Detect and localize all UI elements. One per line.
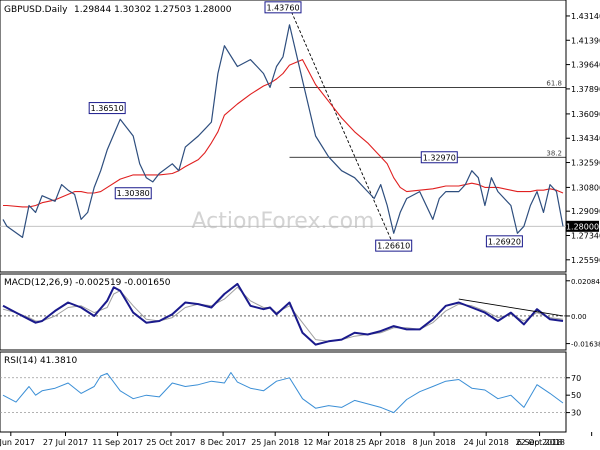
x-tick-label-3: 25 Oct 2017 bbox=[146, 438, 195, 447]
price-tick-label-3: 1.37890 bbox=[571, 85, 600, 94]
x-tick-label-1: 27 Jul 2017 bbox=[43, 438, 88, 447]
price-tick-label-7: 1.30800 bbox=[571, 183, 600, 192]
price-annotation-box-0 bbox=[264, 1, 302, 14]
price-annotation-box-3 bbox=[375, 239, 413, 252]
price-annotation-label-4: 1.32970 bbox=[423, 153, 456, 162]
x-tick-label-2: 11 Sep 2017 bbox=[92, 438, 143, 447]
macd-panel-frame bbox=[0, 273, 567, 351]
rsi-tick-label-0: 70 bbox=[571, 374, 581, 383]
price-annotation-box-2 bbox=[114, 187, 152, 200]
macd-tick-label-0: 0.020848 bbox=[571, 278, 600, 286]
fib-label-1: 38.2 bbox=[546, 149, 562, 157]
macd-line bbox=[2, 282, 564, 346]
x-tick-label-10: 6 Sep 2018 bbox=[517, 438, 563, 447]
macd-trendline bbox=[458, 298, 564, 317]
price-tick-label-8: 1.29090 bbox=[571, 207, 600, 216]
price-tick-label-5: 1.34340 bbox=[571, 134, 600, 143]
price-tick-label-6: 1.32590 bbox=[571, 159, 600, 168]
x-tick-label-8: 8 Jun 2018 bbox=[413, 438, 456, 447]
current-price-label: 1.28000 bbox=[566, 222, 599, 231]
price-tick-label-1: 1.41390 bbox=[571, 36, 600, 45]
price-annotation-label-5: 1.26920 bbox=[488, 237, 521, 246]
x-tick-label-5: 25 Jan 2018 bbox=[251, 438, 299, 447]
current-price-box bbox=[566, 220, 599, 232]
symbol-label: GBPUSD.Daily bbox=[4, 5, 68, 15]
price-annotation-box-5 bbox=[485, 235, 523, 248]
price-annotation-label-3: 1.26610 bbox=[377, 242, 410, 251]
price-annotation-box-4 bbox=[420, 151, 458, 164]
price-tick-label-9: 1.27340 bbox=[571, 231, 600, 240]
rsi-tick-label-2: 30 bbox=[571, 409, 581, 418]
price-tick-label-2: 1.39640 bbox=[571, 61, 600, 70]
price-tick-label-4: 1.36090 bbox=[571, 110, 600, 119]
x-tick-label-4: 8 Dec 2017 bbox=[200, 438, 246, 447]
price-annotation-label-2: 1.30380 bbox=[117, 189, 150, 198]
macd-tick-label-1: 0.00 bbox=[571, 313, 587, 321]
watermark: ActionForex.com bbox=[192, 209, 375, 234]
ohlc-header: 1.29844 1.30302 1.27503 1.28000 bbox=[74, 5, 232, 15]
x-tick-label-6: 12 Mar 2018 bbox=[303, 438, 354, 447]
rsi-panel-frame bbox=[0, 351, 567, 433]
macd-tick-label-2: -0.016389 bbox=[571, 341, 600, 349]
x-tick-label-0: 13 Jun 2017 bbox=[0, 438, 35, 447]
price-tick-label-10: 1.25590 bbox=[571, 256, 600, 265]
x-tick-label-11: 22 Oct 2018 bbox=[516, 438, 565, 447]
moving-average-line bbox=[3, 59, 564, 208]
rsi-tick-label-1: 50 bbox=[571, 391, 581, 400]
price-tick-label-0: 1.43140 bbox=[571, 12, 600, 21]
rsi-line bbox=[2, 372, 564, 414]
macd-label: MACD(12,26,9) -0.002519 -0.001650 bbox=[4, 278, 171, 288]
x-tick-label-9: 24 Jul 2018 bbox=[464, 438, 509, 447]
price-annotation-label-0: 1.43760 bbox=[266, 3, 299, 12]
price-line bbox=[2, 24, 564, 238]
price-trendline bbox=[289, 7, 395, 246]
rsi-label: RSI(14) 41.3810 bbox=[4, 356, 77, 366]
x-tick-label-7: 25 Apr 2018 bbox=[356, 438, 405, 447]
fib-label-0: 61.8 bbox=[546, 80, 562, 88]
price-annotation-label-1: 1.36510 bbox=[91, 104, 124, 113]
price-annotation-box-1 bbox=[88, 102, 126, 115]
